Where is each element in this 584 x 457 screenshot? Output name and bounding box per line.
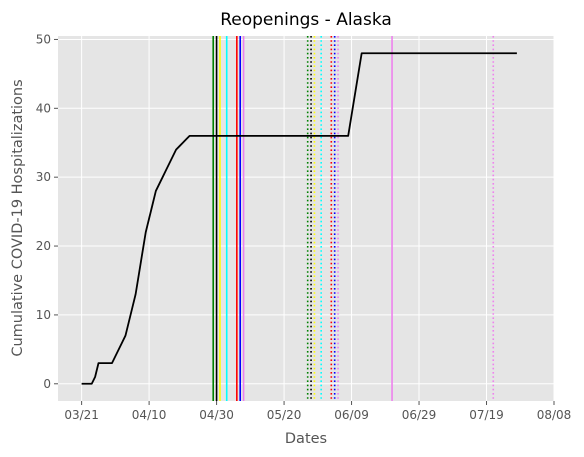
x-tick-label: 08/08: [537, 408, 572, 422]
y-tick-label: 30: [36, 170, 51, 184]
y-axis-label: Cumulative COVID-19 Hospitalizations: [10, 79, 26, 356]
y-tick-label: 0: [43, 377, 51, 391]
y-tick-label: 10: [36, 308, 51, 322]
x-tick-label: 03/21: [64, 408, 99, 422]
series-layer: [81, 52, 517, 385]
x-tick-label: 05/20: [267, 408, 302, 422]
x-tick-label: 06/29: [402, 408, 437, 422]
x-tick-label: 04/30: [199, 408, 234, 422]
x-axis-label: Dates: [285, 431, 327, 447]
y-axis-ticks: 0 10 20 30 40 50: [36, 32, 58, 391]
x-tick-label: 07/19: [469, 408, 504, 422]
gridlines: [58, 36, 555, 401]
y-tick-label: 20: [36, 239, 51, 253]
y-tick-label: 40: [36, 101, 51, 115]
reopening-markers: [212, 36, 495, 401]
plot-area: [58, 36, 554, 401]
chart-title: Reopenings - Alaska: [220, 10, 392, 30]
y-tick-label: 50: [36, 32, 51, 46]
x-axis-ticks: 03/21 04/10 04/30 05/20 06/09 06/29 07/19 08/08: [64, 401, 571, 422]
hospitalizations-line: [81, 52, 517, 385]
x-tick-label: 04/10: [132, 408, 167, 422]
x-tick-label: 06/09: [334, 408, 369, 422]
